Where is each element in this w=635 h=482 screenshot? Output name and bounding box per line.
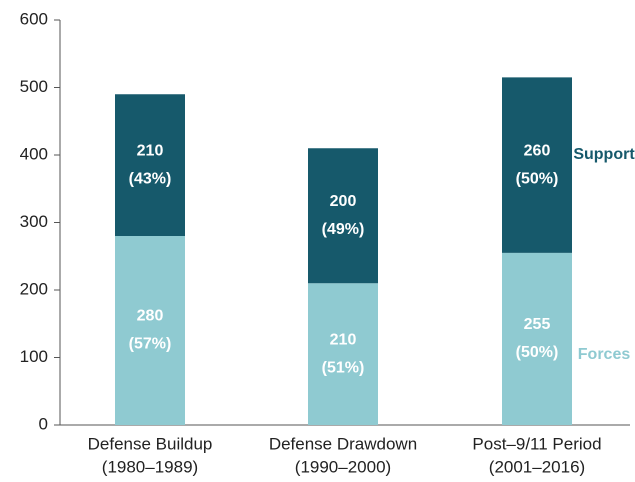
- y-tick-label: 600: [20, 9, 48, 28]
- y-tick-label: 100: [20, 347, 48, 366]
- share-label: (51%): [322, 359, 365, 376]
- data-label: 255: [524, 316, 551, 333]
- bar-segment: [308, 148, 378, 284]
- share-label: (50%): [516, 170, 559, 187]
- y-tick-label: 200: [20, 279, 48, 298]
- bar-segment: [502, 252, 572, 425]
- y-tick-label: 500: [20, 77, 48, 96]
- share-label: (49%): [322, 221, 365, 238]
- data-label: 280: [137, 308, 164, 325]
- y-tick-label: 0: [39, 414, 48, 433]
- share-label: (50%): [516, 344, 559, 361]
- x-tick-label: Defense Buildup: [88, 434, 213, 453]
- share-label: (43%): [129, 170, 172, 187]
- x-tick-label: Defense Drawdown: [269, 434, 417, 453]
- data-label: 210: [330, 331, 357, 348]
- y-tick-label: 400: [20, 144, 48, 163]
- bar-segment: [308, 283, 378, 425]
- x-tick-label: (2001–2016): [489, 457, 585, 476]
- bar-segment: [502, 77, 572, 253]
- x-tick-label: Post–9/11 Period: [472, 434, 601, 453]
- y-tick-label: 300: [20, 212, 48, 231]
- bar-segment: [115, 236, 185, 425]
- data-label: 260: [524, 142, 551, 159]
- share-label: (57%): [129, 336, 172, 353]
- legend-label: Forces: [578, 346, 631, 363]
- x-tick-label: (1980–1989): [102, 457, 198, 476]
- x-tick-label: (1990–2000): [295, 457, 391, 476]
- legend-label: Support: [573, 146, 635, 163]
- data-label: 210: [137, 142, 164, 159]
- bar-segment: [115, 94, 185, 236]
- data-label: 200: [330, 193, 357, 210]
